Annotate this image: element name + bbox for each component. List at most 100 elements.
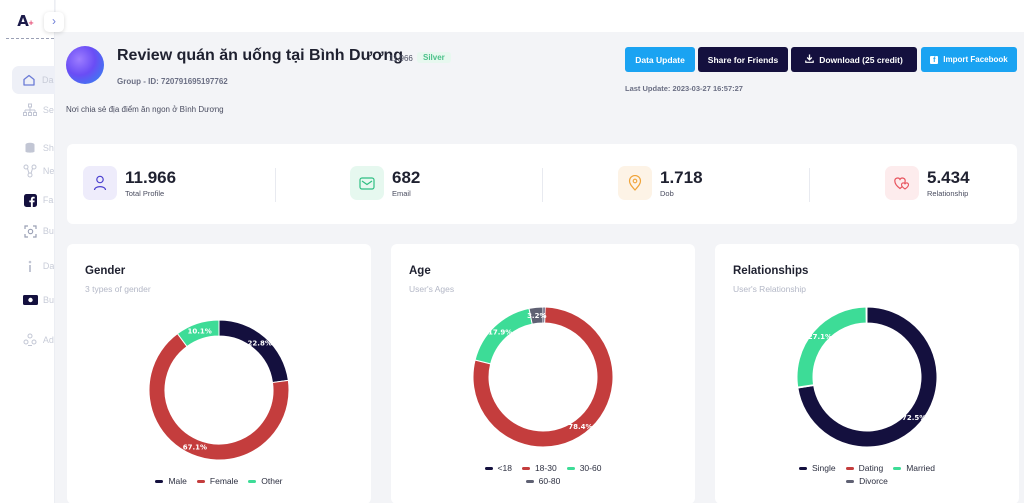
stat-divider (275, 168, 276, 202)
legend-item[interactable]: Female (196, 475, 239, 487)
gender-donut-chart: 22.8% 67.1% 10.1% (148, 319, 290, 461)
hearts-icon (885, 166, 919, 200)
chart-title: Age (409, 265, 431, 277)
legend-item[interactable]: <18 (484, 462, 512, 474)
slice-label: 27.1% (808, 333, 832, 341)
stat-label: Email (392, 188, 411, 198)
stat-value: 1.718 (660, 167, 703, 187)
stat-value: 5.434 (927, 167, 970, 187)
sidebar-item-label: Bu (42, 226, 54, 236)
slice-18-30[interactable] (472, 306, 614, 448)
stat-email: 682 Email (350, 166, 420, 200)
info-icon (23, 258, 38, 274)
legend-swatch (155, 479, 164, 483)
slice-label: 78.4% (568, 423, 592, 431)
legend-label: 30-60 (579, 463, 602, 473)
scan-icon (23, 223, 38, 239)
stat-label: Dob (660, 188, 674, 198)
slice-label: 3.2% (527, 312, 546, 320)
relationships-chart-card: Relationships User's Relationship 72.5% 2… (715, 244, 1019, 503)
sidebar-item-network[interactable]: Ne (14, 160, 54, 182)
facebook-icon (23, 192, 38, 208)
stat-label: Total Profile (125, 188, 165, 198)
age-chart-card: Age User's Ages 78.4% 17.9% 3.2% <18 18-30 3… (391, 244, 695, 503)
users-icon (23, 332, 38, 348)
legend-label: <18 (497, 463, 512, 473)
sitemap-icon (23, 102, 38, 118)
legend-swatch (248, 479, 257, 483)
gender-chart-card: Gender 3 types of gender 22.8% 67.1% 10.1%… (67, 244, 371, 503)
chart-title: Gender (85, 265, 126, 277)
user-icon (83, 166, 117, 200)
slice-single[interactable] (797, 306, 938, 448)
wallet-icon (23, 292, 38, 308)
slice-divorce[interactable] (865, 306, 868, 324)
logo-mark: + (28, 19, 34, 27)
stat-value: 11.966 (125, 167, 177, 187)
sidebar-item-label: Da (42, 261, 54, 271)
member-count: 11.966 (389, 54, 413, 63)
slice-female[interactable] (148, 332, 290, 461)
page-title: Review quán ăn uống tại Bình Dương (117, 47, 404, 64)
share-for-friends-button[interactable]: Share for Friends (698, 47, 788, 72)
legend-label: Married (906, 463, 936, 473)
legend-label: 60-80 (538, 476, 561, 486)
legend-swatch (484, 466, 493, 470)
import-label: Import Facebook (943, 55, 1008, 64)
sidebar-item-facebook[interactable]: Fa (14, 188, 54, 212)
group-id: Group - ID: 720791695197762 (117, 77, 228, 86)
relationships-donut-chart: 72.5% 27.1% (796, 306, 938, 448)
slice-male[interactable] (218, 319, 289, 384)
share-label: Share for Friends (707, 54, 779, 65)
slice-label: 17.9% (488, 329, 512, 337)
top-bar (56, 0, 1024, 32)
status-badge: Silver (417, 52, 451, 63)
stat-divider (809, 168, 810, 202)
last-update: Last Update: 2023-03-27 16:57:27 (625, 84, 743, 93)
sidebar-toggle-button[interactable]: › (44, 12, 64, 32)
legend-swatch (893, 466, 902, 470)
chart-subtitle: 3 types of gender (85, 284, 151, 294)
map-pin-icon (618, 166, 652, 200)
legend-item[interactable]: 60-80 (525, 475, 561, 487)
legend-swatch (521, 466, 530, 470)
legend-item[interactable]: Divorce (846, 475, 888, 487)
legend-label: Other (261, 476, 283, 486)
sidebar-item-wallet[interactable]: Bu (14, 288, 54, 312)
slice-label: 10.1% (188, 328, 212, 336)
sidebar-item-label: Fa (42, 195, 54, 205)
sidebar-item-info[interactable]: Da (14, 254, 54, 278)
sidebar-item-dashboard[interactable]: Da (12, 66, 55, 94)
legend-item[interactable]: Single (798, 462, 836, 474)
legend-item[interactable]: Married (893, 462, 935, 474)
sidebar-item-admin[interactable]: Ad (14, 328, 54, 352)
import-facebook-button[interactable]: f Import Facebook (921, 47, 1017, 72)
stat-total-profile: 11.966 Total Profile (83, 166, 176, 200)
app-logo[interactable]: A + (12, 10, 34, 32)
slice-60-80[interactable] (528, 306, 544, 325)
slice-other[interactable] (176, 319, 220, 348)
legend-label: Female (209, 476, 239, 486)
legend-item[interactable]: Dating (845, 462, 884, 474)
download-button[interactable]: Download (25 credit) (791, 47, 917, 72)
legend-item[interactable]: Male (155, 475, 187, 487)
stat-divider (542, 168, 543, 202)
legend-item[interactable]: 18-30 (521, 462, 557, 474)
legend-label: Dating (858, 463, 884, 473)
network-icon (23, 163, 38, 179)
data-update-label: Data Update (635, 54, 685, 65)
sidebar-item-search[interactable]: Se (14, 96, 54, 124)
sidebar-item-scan[interactable]: Bu (14, 219, 54, 243)
age-donut-chart: 78.4% 17.9% 3.2% (472, 306, 614, 448)
chart-subtitle: User's Ages (409, 284, 455, 294)
facebook-icon: f (930, 55, 939, 64)
sidebar-item-label: Ne (42, 166, 54, 176)
slice-married[interactable] (796, 306, 867, 388)
legend-item[interactable]: Other (248, 475, 283, 487)
legend-swatch (798, 466, 807, 470)
slice-label: 67.1% (183, 444, 207, 452)
group-header: Review quán ăn uống tại Bình Dương 11.96… (56, 40, 1024, 132)
sidebar-item-share[interactable]: Sh (14, 137, 54, 159)
data-update-button[interactable]: Data Update (625, 47, 695, 72)
legend-item[interactable]: 30-60 (566, 462, 602, 474)
